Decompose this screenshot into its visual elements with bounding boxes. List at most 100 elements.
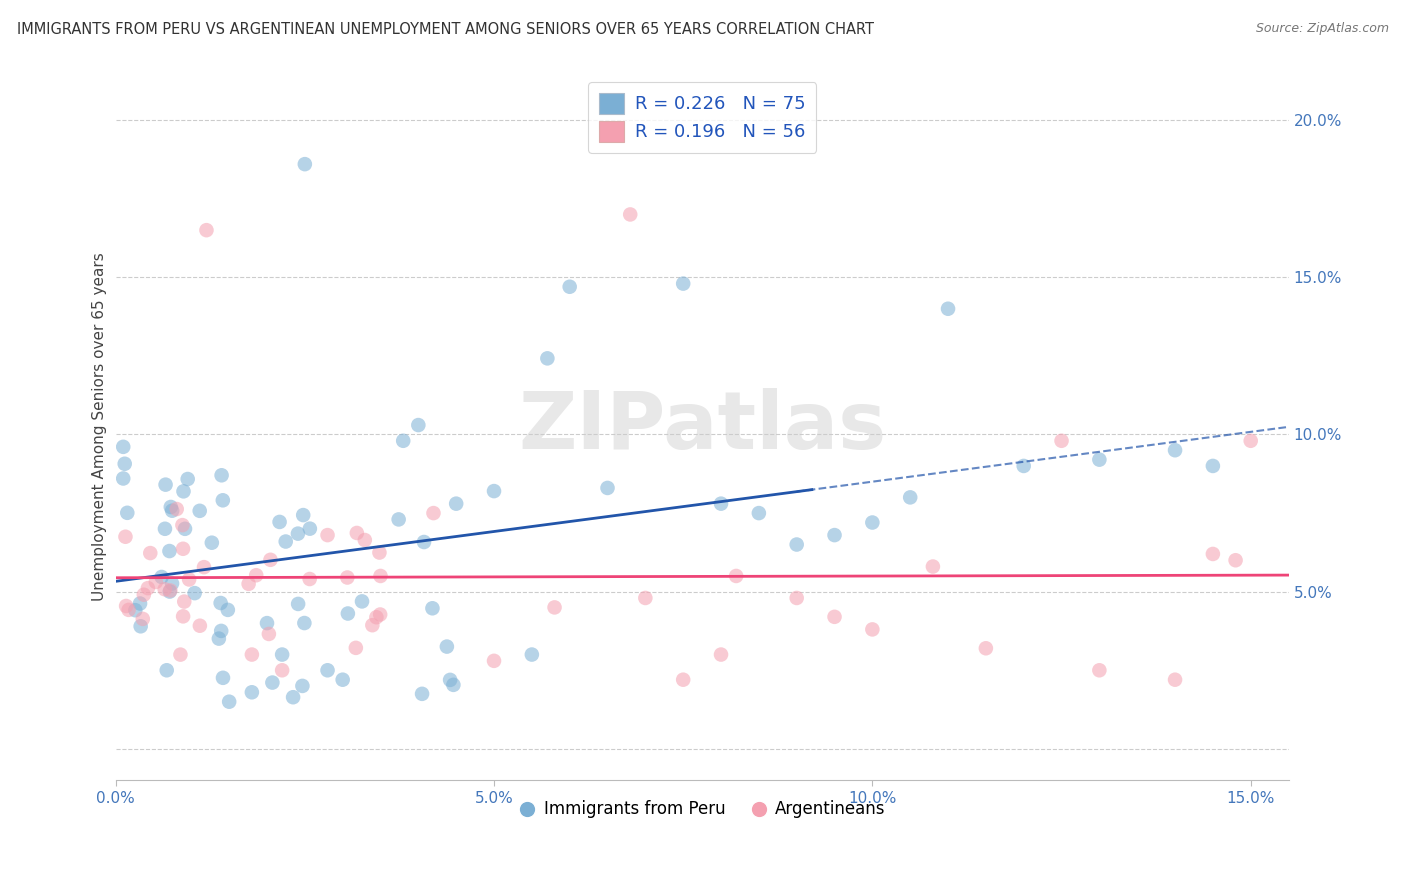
Point xyxy=(112,471,135,485)
Point xyxy=(132,588,155,602)
Point xyxy=(350,594,373,608)
Point xyxy=(411,687,433,701)
Point xyxy=(257,627,280,641)
Point xyxy=(269,515,291,529)
Point xyxy=(115,599,138,613)
Point xyxy=(344,640,367,655)
Point xyxy=(281,690,304,705)
Point xyxy=(188,618,211,632)
Point xyxy=(672,277,695,291)
Point xyxy=(160,576,183,591)
Point xyxy=(1240,434,1263,448)
Point xyxy=(520,648,543,662)
Point xyxy=(368,607,391,622)
Y-axis label: Unemployment Among Seniors over 65 years: Unemployment Among Seniors over 65 years xyxy=(93,252,107,601)
Point xyxy=(217,603,239,617)
Point xyxy=(129,597,152,611)
Point xyxy=(117,506,139,520)
Point xyxy=(169,648,191,662)
Point xyxy=(898,491,921,505)
Point xyxy=(155,477,177,491)
Point xyxy=(159,584,181,599)
Point xyxy=(166,502,188,516)
Point xyxy=(1164,673,1187,687)
Point xyxy=(209,624,232,638)
Point xyxy=(136,581,159,595)
Point xyxy=(132,612,155,626)
Point xyxy=(408,418,430,433)
Point xyxy=(129,619,152,633)
Point xyxy=(262,675,284,690)
Point xyxy=(212,671,235,685)
Point xyxy=(139,546,162,560)
Point xyxy=(271,663,294,677)
Point xyxy=(173,594,195,608)
Point xyxy=(174,522,197,536)
Point xyxy=(596,481,619,495)
Point xyxy=(298,572,321,586)
Point xyxy=(368,545,391,559)
Point xyxy=(177,472,200,486)
Point xyxy=(172,518,194,533)
Point xyxy=(159,583,181,598)
Point xyxy=(1164,443,1187,458)
Point xyxy=(159,500,181,514)
Point xyxy=(860,623,883,637)
Point xyxy=(346,525,368,540)
Point xyxy=(316,528,339,542)
Point xyxy=(786,537,808,551)
Point xyxy=(256,616,278,631)
Point xyxy=(543,600,565,615)
Point xyxy=(211,468,233,483)
Point xyxy=(860,516,883,530)
Point xyxy=(124,603,146,617)
Point xyxy=(441,678,464,692)
Point xyxy=(153,582,176,597)
Point xyxy=(271,648,294,662)
Point xyxy=(1225,553,1247,567)
Point xyxy=(183,586,205,600)
Point xyxy=(240,648,263,662)
Point xyxy=(1202,547,1225,561)
Point xyxy=(336,570,359,584)
Point xyxy=(413,535,436,549)
Point xyxy=(211,493,233,508)
Point xyxy=(482,484,505,499)
Point xyxy=(974,641,997,656)
Point xyxy=(786,591,808,605)
Point xyxy=(392,434,415,448)
Point xyxy=(332,673,354,687)
Point xyxy=(240,685,263,699)
Point xyxy=(245,568,267,582)
Point xyxy=(710,648,733,662)
Point xyxy=(336,607,359,621)
Point xyxy=(1202,458,1225,473)
Point xyxy=(114,457,136,471)
Point xyxy=(710,497,733,511)
Point xyxy=(160,504,183,518)
Point xyxy=(173,484,195,499)
Point xyxy=(292,508,315,522)
Point xyxy=(482,654,505,668)
Point xyxy=(725,569,748,583)
Point xyxy=(259,553,281,567)
Point xyxy=(112,440,135,454)
Point xyxy=(150,570,173,584)
Point xyxy=(287,597,309,611)
Text: ZIPatlas: ZIPatlas xyxy=(517,388,886,466)
Point xyxy=(114,530,136,544)
Point xyxy=(353,533,375,547)
Point xyxy=(370,569,392,583)
Point xyxy=(195,223,218,237)
Point xyxy=(824,610,846,624)
Point xyxy=(824,528,846,542)
Point xyxy=(209,596,232,610)
Point xyxy=(145,574,167,589)
Point xyxy=(672,673,695,687)
Point xyxy=(1050,434,1073,448)
Point xyxy=(922,559,945,574)
Point xyxy=(201,535,224,549)
Point xyxy=(439,673,461,687)
Point xyxy=(536,351,558,366)
Point xyxy=(1088,452,1111,467)
